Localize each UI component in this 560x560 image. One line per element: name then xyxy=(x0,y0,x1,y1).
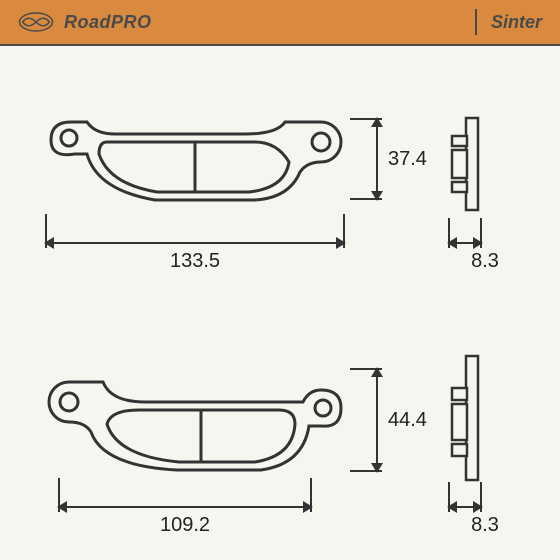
dim-pad-b-thickness-value: 8.3 xyxy=(471,514,499,537)
dim-pad-b-thickness: 8.3 xyxy=(448,506,482,537)
pad-a-side xyxy=(448,116,482,212)
brand-block: RoadPRO xyxy=(18,11,152,33)
brand-name: RoadPRO xyxy=(64,12,152,33)
dim-pad-b-height: 44.4 xyxy=(376,368,427,472)
dim-pad-a-thickness: 8.3 xyxy=(448,242,482,273)
variant-name: Sinter xyxy=(491,12,542,33)
dim-pad-b-width: 109.2 xyxy=(58,506,312,537)
dim-pad-a-thickness-value: 8.3 xyxy=(471,250,499,273)
dim-pad-a-height: 37.4 xyxy=(376,118,427,200)
diagram-stage: 133.5 37.4 8.3 109.2 44.4 8.3 xyxy=(0,46,560,560)
dim-pad-a-width: 133.5 xyxy=(45,242,345,273)
dim-pad-b-width-value: 109.2 xyxy=(160,514,210,537)
pad-b-front xyxy=(45,358,345,478)
header-bar: RoadPRO Sinter xyxy=(0,0,560,44)
header-separator xyxy=(475,9,477,35)
dim-pad-a-width-value: 133.5 xyxy=(170,250,220,273)
pad-b-side xyxy=(448,354,482,482)
dim-pad-b-height-value: 44.4 xyxy=(388,409,427,432)
dim-pad-a-height-value: 37.4 xyxy=(388,148,427,171)
brand-logo-icon xyxy=(18,11,54,33)
pad-a-front xyxy=(45,118,345,210)
